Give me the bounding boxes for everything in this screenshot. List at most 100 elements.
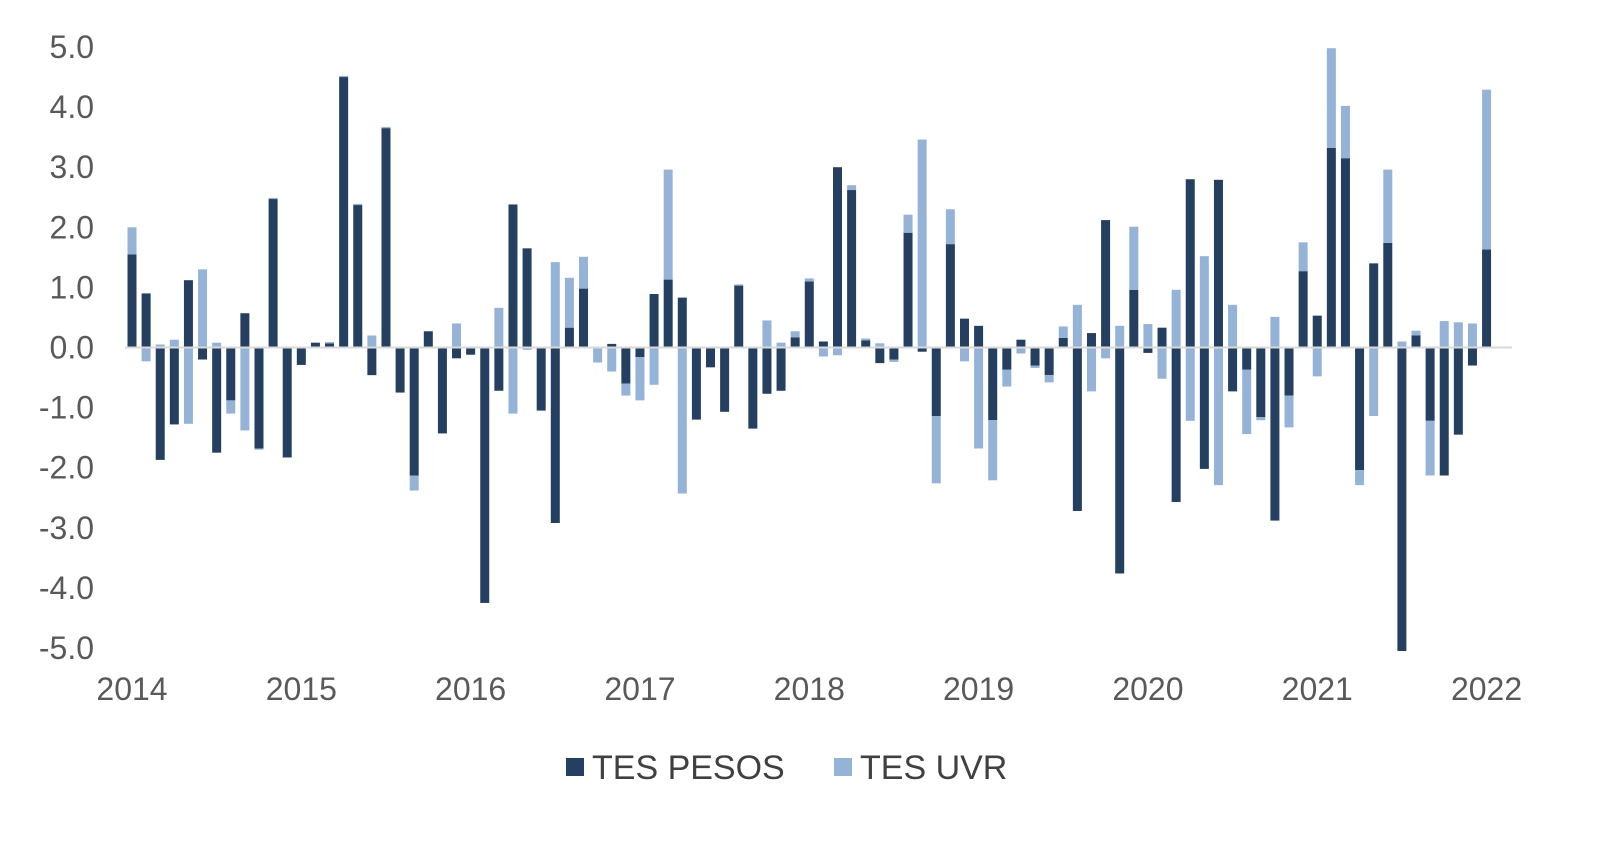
x-tick-label: 2017	[604, 671, 675, 707]
y-tick-label: -4.0	[39, 570, 94, 606]
y-tick-label: -3.0	[39, 510, 94, 546]
bar-tes-pesos	[1213, 179, 1223, 348]
bar-tes-pesos	[790, 337, 800, 348]
bar-tes-pesos	[1129, 289, 1139, 348]
bar-tes-pesos	[240, 313, 250, 348]
bar-tes-pesos	[579, 288, 589, 348]
bar-tes-uvr	[649, 347, 659, 385]
bar-tes-pesos	[1072, 347, 1082, 511]
bar-tes-uvr	[367, 335, 377, 348]
bar-tes-uvr	[141, 347, 151, 362]
bar-tes-uvr	[1157, 347, 1167, 379]
bar-tes-uvr	[381, 126, 391, 129]
bar-tes-pesos	[706, 347, 716, 368]
x-tick-label: 2022	[1451, 671, 1522, 707]
bar-tes-pesos	[691, 347, 701, 420]
bar-tes-uvr	[550, 262, 560, 348]
bar-tes-uvr	[1213, 347, 1223, 486]
bar-tes-pesos	[1058, 337, 1068, 348]
y-tick-label: 4.0	[50, 89, 94, 125]
bar-tes-uvr	[974, 347, 984, 449]
bar-tes-pesos	[367, 347, 377, 376]
bar-tes-uvr	[254, 448, 264, 450]
bar-tes-pesos	[1157, 327, 1167, 348]
bar-tes-uvr	[1467, 323, 1477, 348]
bar-tes-uvr	[1129, 226, 1139, 290]
x-tick-label: 2021	[1282, 671, 1353, 707]
bar-tes-uvr	[226, 400, 236, 414]
bar-tes-uvr	[1355, 470, 1365, 486]
x-tick-label: 2015	[266, 671, 337, 707]
bar-tes-uvr	[1185, 347, 1195, 421]
bar-tes-uvr	[452, 323, 462, 348]
bar-tes-uvr	[1340, 105, 1350, 159]
x-tick-label: 2020	[1112, 671, 1183, 707]
bar-tes-uvr	[818, 347, 828, 357]
legend-label-tes-pesos: TES PESOS	[592, 749, 785, 787]
bar-tes-pesos	[720, 347, 730, 412]
bar-tes-pesos	[480, 347, 490, 603]
bar-tes-pesos	[268, 199, 278, 348]
bar-tes-pesos	[1397, 347, 1407, 652]
bar-tes-uvr	[1101, 347, 1111, 359]
bar-tes-uvr	[1284, 395, 1294, 428]
bar-tes-pesos	[734, 285, 744, 348]
bar-tes-pesos	[607, 343, 617, 348]
bar-tes-pesos	[833, 167, 842, 348]
bar-tes-pesos	[409, 347, 419, 476]
bar-tes-uvr	[268, 197, 278, 200]
y-tick-label: 1.0	[50, 269, 94, 305]
bar-tes-pesos	[1453, 347, 1463, 435]
bar-tes-pesos	[959, 318, 969, 348]
bar-tes-uvr	[635, 357, 645, 401]
bar-tes-uvr	[1143, 324, 1153, 348]
bar-tes-pesos	[861, 340, 871, 348]
bar-tes-pesos	[466, 347, 476, 355]
bar-tes-uvr	[1016, 347, 1026, 354]
bar-tes-pesos	[310, 342, 320, 348]
bar-tes-uvr	[1383, 169, 1393, 243]
bar-tes-uvr	[1171, 289, 1181, 348]
bar-tes-uvr	[861, 338, 871, 341]
bar-tes-pesos	[1171, 347, 1181, 502]
bar-tes-pesos	[1086, 333, 1096, 348]
bar-tes-pesos	[1284, 347, 1294, 396]
bar-tes-uvr	[240, 347, 250, 431]
bar-tes-pesos	[522, 248, 532, 348]
y-tick-label: -1.0	[39, 390, 94, 426]
bar-tes-pesos	[536, 347, 546, 411]
bar-tes-pesos	[1030, 347, 1040, 366]
bar-tes-uvr	[1326, 48, 1336, 148]
bar-tes-pesos	[564, 327, 574, 348]
bar-tes-uvr	[1270, 316, 1280, 348]
bar-tes-uvr	[1072, 304, 1082, 348]
bar-tes-pesos	[917, 347, 927, 352]
bar-tes-uvr	[183, 347, 193, 424]
bar-tes-pesos	[1270, 347, 1280, 521]
bar-tes-uvr	[875, 343, 885, 348]
bar-tes-pesos	[889, 347, 899, 360]
bar-tes-pesos	[1044, 347, 1054, 376]
bar-tes-uvr	[847, 185, 857, 191]
bar-tes-uvr	[1369, 347, 1379, 417]
bar-tes-pesos	[550, 347, 560, 523]
bar-tes-pesos	[325, 343, 335, 348]
bar-tes-uvr	[1242, 369, 1252, 435]
bar-tes-uvr	[564, 277, 574, 328]
bar-tes-pesos	[776, 347, 786, 391]
bar-tes-pesos	[1312, 315, 1322, 348]
bar-tes-uvr	[339, 75, 349, 78]
bar-tes-pesos	[663, 279, 673, 348]
bar-tes-uvr	[353, 203, 363, 206]
bar-tes-uvr	[155, 344, 165, 348]
bar-tes-pesos	[1228, 347, 1238, 392]
bar-tes-pesos	[1482, 249, 1492, 348]
bar-tes-pesos	[847, 190, 857, 348]
bar-tes-uvr	[988, 420, 998, 481]
bar-tes-uvr	[198, 269, 208, 348]
y-tick-label: 0.0	[50, 330, 94, 366]
bar-tes-pesos	[127, 254, 137, 348]
y-tick-label: 5.0	[50, 29, 94, 65]
bar-tes-pesos	[494, 347, 504, 391]
